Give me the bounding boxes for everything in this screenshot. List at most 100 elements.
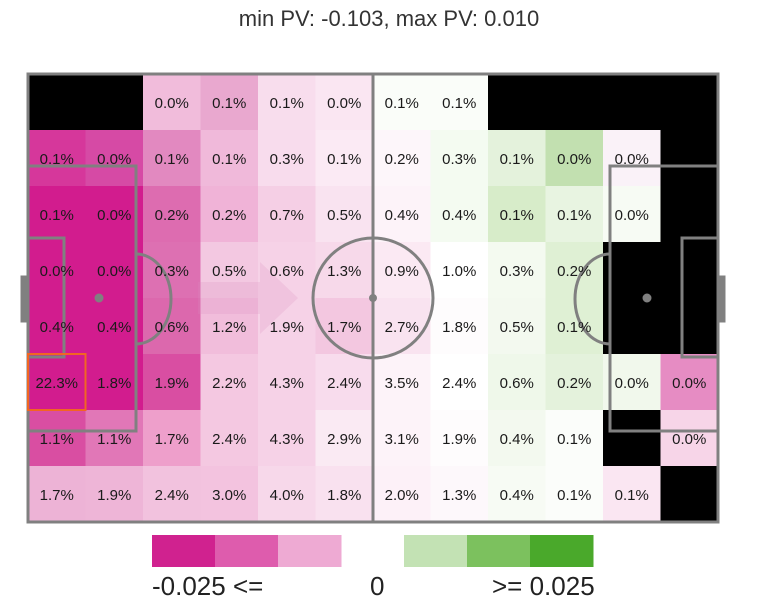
heatmap-cell-6-5 [315,410,374,467]
heatmap-cell-4-11 [660,298,719,355]
cell-value-label-0-3: 0.1% [212,95,246,112]
heatmap-cell-0-4 [258,74,317,131]
heatmap-cell-3-11 [660,242,719,299]
cell-value-label-1-9: 0.0% [557,151,591,168]
heatmap-cell-7-5 [315,466,374,523]
heatmap-cell-0-3 [200,74,259,131]
cell-value-label-0-7: 0.1% [442,95,476,112]
heatmap-cell-6-7 [430,410,489,467]
heatmap-cell-6-1 [85,410,144,467]
heatmap-cell-0-7 [430,74,489,131]
heatmap-cell-6-4 [258,410,317,467]
heatmap-cell-2-1 [85,186,144,243]
heatmap-cell-2-7 [430,186,489,243]
heatmap-cell-2-2 [143,186,202,243]
heatmap-cell-2-4 [258,186,317,243]
cell-value-label-1-3: 0.1% [212,151,246,168]
cell-value-label-5-10: 0.0% [615,375,649,392]
heatmap-cell-1-5 [315,130,374,187]
cell-value-label-2-6: 0.4% [385,207,419,224]
heatmap-cell-6-0 [28,410,87,467]
legend-min-label: -0.025 <= [152,571,264,601]
heatmap-cell-2-8 [488,186,547,243]
heatmap-cell-4-6 [373,298,432,355]
heatmap-cell-7-6 [373,466,432,523]
cell-value-label-6-4: 4.3% [270,431,304,448]
cell-value-label-6-11: 0.0% [672,431,706,448]
cell-value-label-2-9: 0.1% [557,207,591,224]
heatmap-cell-3-7 [430,242,489,299]
heatmap-cell-5-9 [545,354,604,411]
cell-value-label-1-7: 0.3% [442,151,476,168]
legend-swatch-positive-0 [404,535,468,567]
heatmap-cell-2-11 [660,186,719,243]
cell-value-label-5-1: 1.8% [97,375,131,392]
heatmap-cell-6-3 [200,410,259,467]
heatmap-cell-6-6 [373,410,432,467]
cell-value-label-6-3: 2.4% [212,431,246,448]
cell-value-label-1-4: 0.3% [270,151,304,168]
heatmap-cell-5-6 [373,354,432,411]
heatmap-cell-2-5 [315,186,374,243]
cell-value-label-4-8: 0.5% [500,319,534,336]
heatmap-cell-1-4 [258,130,317,187]
cell-value-label-3-6: 0.9% [385,263,419,280]
cell-value-label-3-4: 0.6% [270,263,304,280]
cell-value-label-7-0: 1.7% [40,487,74,504]
heatmap-cell-5-2 [143,354,202,411]
heatmap-cell-6-8 [488,410,547,467]
attack-direction-arrow-icon [198,262,298,334]
cell-value-label-5-11: 0.0% [672,375,706,392]
legend-mid-label: 0 [370,571,385,601]
cell-value-label-4-4: 1.9% [270,319,304,336]
heatmap-cell-0-2 [143,74,202,131]
heatmap-cell-5-0 [28,354,87,411]
heatmap-cell-7-2 [143,466,202,523]
centre-spot [369,294,377,302]
heatmap-cell-0-9 [545,74,604,131]
cell-value-label-7-3: 3.0% [212,487,246,504]
heatmap-cell-7-10 [603,466,662,523]
highlighted-cell-outline [27,353,87,411]
cell-value-label-1-10: 0.0% [615,151,649,168]
cell-value-label-2-7: 0.4% [442,207,476,224]
heatmap-cell-4-3 [200,298,259,355]
cell-value-label-2-0: 0.1% [40,207,74,224]
heatmap-cell-5-5 [315,354,374,411]
color-legend [152,535,594,567]
cell-value-label-3-7: 1.0% [442,263,476,280]
heatmap-cell-7-1 [85,466,144,523]
heatmap-cell-3-6 [373,242,432,299]
cell-value-label-3-0: 0.0% [40,263,74,280]
cell-value-label-3-9: 0.2% [557,263,591,280]
heatmap-cell-5-4 [258,354,317,411]
cell-value-label-2-2: 0.2% [155,207,189,224]
heatmap-cell-3-3 [200,242,259,299]
cell-value-label-7-5: 1.8% [327,487,361,504]
cell-value-label-5-5: 2.4% [327,375,361,392]
heatmap-cell-5-1 [85,354,144,411]
heatmap-cell-0-0 [28,74,87,131]
heatmap-cell-1-11 [660,130,719,187]
heatmap-cell-4-10 [603,298,662,355]
heatmap-cell-1-7 [430,130,489,187]
right-penalty-arc [573,252,611,346]
cell-value-label-2-5: 0.5% [327,207,361,224]
heatmap-cell-6-11 [660,410,719,467]
cell-value-label-1-0: 0.1% [40,151,74,168]
cell-value-label-5-9: 0.2% [557,375,591,392]
left-penalty-spot [94,293,104,303]
heatmap-cell-5-8 [488,354,547,411]
cell-value-label-1-5: 0.1% [327,151,361,168]
heatmap-cell-6-9 [545,410,604,467]
cell-value-label-4-6: 2.7% [385,319,419,336]
cell-value-label-6-1: 1.1% [97,431,131,448]
heatmap-cell-4-0 [28,298,87,355]
cell-value-label-5-4: 4.3% [270,375,304,392]
cell-value-label-7-9: 0.1% [557,487,591,504]
heatmap-cell-0-10 [603,74,662,131]
cell-value-label-5-3: 2.2% [212,375,246,392]
legend-swatch-positive-2 [530,535,594,567]
cell-value-label-0-2: 0.0% [155,95,189,112]
